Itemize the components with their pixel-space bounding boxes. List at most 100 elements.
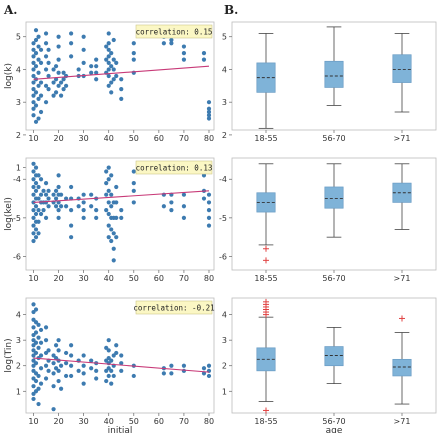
data-point [104, 181, 109, 186]
chart-4: -6 -5 -4 18-55 56-70 >71 [219, 157, 437, 283]
data-point [114, 73, 119, 79]
data-point [106, 200, 111, 205]
data-point [206, 106, 212, 111]
data-point [109, 368, 114, 373]
data-point [81, 371, 86, 376]
data-point [36, 116, 41, 121]
data-point [131, 188, 136, 193]
chart-0: 1 2 3 4 5 log(k) 10 20 30 40 50 60 70 80 correlation: … [4, 21, 215, 173]
data-point [69, 373, 74, 379]
data-point [109, 227, 114, 232]
data-point [114, 235, 119, 240]
data-point [104, 208, 109, 213]
y-tick-label: -4 [13, 175, 21, 184]
data-point [43, 338, 49, 343]
data-point [64, 83, 69, 88]
category-label: 56-70 [322, 274, 345, 283]
data-point [206, 113, 212, 118]
data-point [36, 173, 41, 178]
data-point [181, 363, 187, 368]
data-point [111, 77, 116, 82]
data-point [89, 64, 94, 69]
data-point [36, 335, 41, 340]
data-point [81, 215, 86, 220]
data-point [109, 80, 114, 85]
data-point [106, 211, 111, 217]
data-point [114, 343, 119, 348]
data-point [31, 86, 36, 92]
y-tick-label: 2 [222, 131, 227, 140]
correlation-label: correlation: 0.15 [136, 28, 213, 37]
data-point [94, 77, 99, 82]
data-point [51, 67, 56, 72]
panel-a-label: A. [3, 3, 18, 17]
data-point [131, 41, 136, 46]
data-point [201, 57, 207, 62]
data-point [104, 192, 109, 197]
y-tick-label: -6 [13, 252, 21, 261]
data-point [46, 47, 51, 52]
data-point [43, 215, 49, 220]
y-tick-label: -4 [219, 175, 227, 184]
data-point [31, 106, 36, 111]
data-point [33, 188, 39, 193]
data-point [89, 70, 94, 75]
x-tick-label: 80 [204, 274, 214, 283]
y-tick-label: 2 [16, 131, 21, 140]
data-point [38, 109, 44, 115]
x-tick-label: 10 [28, 134, 38, 143]
data-point [81, 34, 86, 39]
data-point [31, 73, 36, 79]
data-point [114, 60, 119, 66]
data-point [106, 47, 111, 52]
outlier-marker [263, 257, 269, 264]
correlation-label: correlation: -0.21 [133, 304, 214, 313]
x-tick-label: 70 [179, 274, 189, 283]
data-point [31, 208, 36, 213]
data-point [36, 401, 41, 407]
data-point [181, 57, 187, 62]
data-point [33, 340, 39, 345]
y-tick-label: 2 [222, 362, 227, 371]
y-tick-label: 3 [222, 98, 227, 107]
data-point [109, 358, 114, 363]
plot-frame [25, 21, 215, 131]
data-point [106, 373, 111, 379]
data-point [119, 353, 124, 358]
data-point [111, 57, 116, 62]
data-point [161, 204, 166, 209]
x-tick-label: 30 [79, 274, 89, 283]
data-point [131, 50, 136, 56]
y-tick-label: 1 [222, 387, 227, 396]
outlier-marker [263, 407, 269, 414]
regression-line [33, 65, 210, 80]
category-label: 18-55 [254, 274, 277, 283]
data-point [81, 60, 86, 66]
data-point [81, 208, 86, 213]
data-point [38, 353, 44, 358]
data-point [61, 86, 66, 92]
data-point [81, 381, 86, 386]
data-point [169, 37, 174, 43]
x-tick-label: 80 [204, 417, 214, 426]
data-point [38, 211, 44, 217]
data-point [33, 165, 39, 170]
data-point [131, 169, 136, 174]
data-point [81, 363, 86, 368]
data-point [43, 376, 49, 381]
data-point [109, 90, 114, 95]
data-point [43, 100, 49, 105]
data-point [38, 366, 44, 371]
data-point [94, 376, 99, 381]
y-tick-label: 3 [16, 98, 21, 107]
data-point [38, 60, 44, 66]
data-point [46, 188, 51, 193]
data-point [56, 338, 61, 343]
data-point [38, 192, 44, 197]
data-point [33, 28, 39, 33]
data-point [206, 208, 212, 213]
data-point [46, 204, 51, 209]
data-point [46, 73, 51, 79]
data-point [38, 381, 44, 386]
